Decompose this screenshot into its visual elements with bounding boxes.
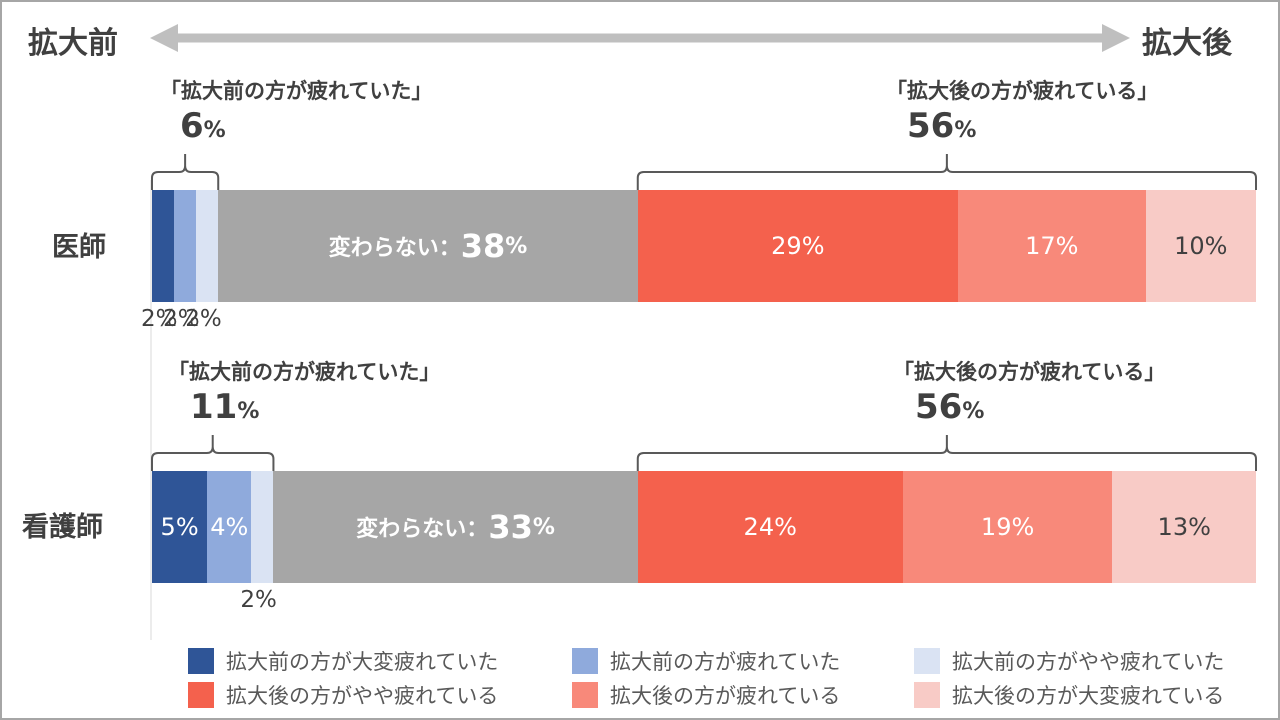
row0-after-total-unit: % <box>954 118 977 143</box>
legend-label: 拡大前の方が疲れていた <box>610 650 841 674</box>
row0-after-total-value: 56 <box>907 106 955 146</box>
row1-before-title: 「拡大前の方が疲れていた」 <box>168 360 441 384</box>
bar-row0-seg0 <box>152 190 175 302</box>
legend-label: 拡大前の方が大変疲れていた <box>226 650 499 674</box>
bar-row0-seg5: 17% <box>957 190 1146 302</box>
row-label-doctor: 医師 <box>52 232 106 263</box>
bar-row1-seg6: 13% <box>1112 471 1256 583</box>
legend-swatch <box>914 648 940 674</box>
no-change-unit: % <box>505 233 528 259</box>
no-change-unit: % <box>532 514 555 540</box>
legend-swatch <box>188 648 214 674</box>
row1-before-total: 11% <box>190 387 259 427</box>
no-change-value: 33 <box>488 508 533 546</box>
bar-row0-seg1 <box>174 190 197 302</box>
legend-item: 拡大後の方が疲れている <box>572 680 840 710</box>
row1-before-total-unit: % <box>237 399 260 424</box>
legend-swatch <box>572 648 598 674</box>
bar-row0-seg2 <box>196 190 219 302</box>
legend-item: 拡大後の方がやや疲れている <box>188 680 498 710</box>
row1-before-bracket <box>151 435 275 471</box>
before-axis-label: 拡大前 <box>28 26 118 61</box>
row1-after-total-value: 56 <box>915 387 963 427</box>
legend-label: 拡大後の方がやや疲れている <box>226 684 499 708</box>
bar-value-label: 19% <box>980 513 1035 541</box>
row1-after-bracket <box>636 435 1257 471</box>
legend-swatch <box>572 682 598 708</box>
no-change-label: 変わらない： <box>356 517 489 542</box>
row0-before-total-unit: % <box>203 118 226 143</box>
row0-before-total-value: 6 <box>180 106 204 146</box>
row1-before-total-value: 11 <box>190 387 238 427</box>
bar-row1-seg3: 変わらない： 33% <box>273 471 638 583</box>
bar-row1-seg4: 24% <box>637 471 903 583</box>
legend-item: 拡大前の方が大変疲れていた <box>188 646 498 676</box>
row-label-nurse: 看護師 <box>22 512 103 543</box>
row0-before-total: 6% <box>180 106 226 146</box>
bar-row1-seg2 <box>251 471 274 583</box>
after-axis-label: 拡大後 <box>1142 26 1232 61</box>
legend-swatch <box>188 682 214 708</box>
bar-row1-seg1: 4% <box>207 471 252 583</box>
row0-after-total: 56% <box>907 106 976 146</box>
bar-row0-seg4: 29% <box>637 190 958 302</box>
legend-label: 拡大後の方が大変疲れている <box>952 684 1225 708</box>
bar-value-label: 13% <box>1157 513 1211 541</box>
bar-value-label-outside: 2% <box>141 306 178 332</box>
bar-value-label-outside: 2% <box>163 306 200 332</box>
legend-swatch <box>914 682 940 708</box>
bar-row0-seg6: 10% <box>1145 190 1256 302</box>
row0-before-title: 「拡大前の方が疲れていた」 <box>160 79 433 103</box>
bar-value-label: 4% <box>210 513 249 541</box>
no-change-value: 38 <box>460 227 506 265</box>
row0-after-title: 「拡大後の方が疲れている」 <box>886 79 1159 103</box>
legend-item: 拡大前の方が疲れていた <box>572 646 840 676</box>
row0-after-bracket <box>636 154 1257 190</box>
row1-after-title: 「拡大後の方が疲れている」 <box>893 360 1166 384</box>
bar-value-label: 24% <box>743 513 797 541</box>
bar-value-label: 10% <box>1174 232 1228 260</box>
bar-value-label-outside: 2% <box>185 306 222 332</box>
direction-arrow-left-head <box>150 24 178 52</box>
bar-value-label: 5% <box>160 513 199 541</box>
row1-after-total: 56% <box>915 387 984 427</box>
legend-item: 拡大前の方がやや疲れていた <box>914 646 1224 676</box>
row1-after-total-unit: % <box>962 399 985 424</box>
bar-row1-seg5: 19% <box>902 471 1113 583</box>
legend-label: 拡大前の方がやや疲れていた <box>952 650 1225 674</box>
row0-before-bracket <box>151 154 220 190</box>
bar-value-label-outside: 2% <box>240 587 277 613</box>
legend-label: 拡大後の方が疲れている <box>610 684 841 708</box>
direction-arrow-right-head <box>1102 24 1130 52</box>
bar-row0-seg3: 変わらない： 38% <box>218 190 638 302</box>
no-change-label: 変わらない： <box>328 236 461 261</box>
bar-value-label: 17% <box>1025 232 1079 260</box>
bar-value-label: 29% <box>771 232 825 260</box>
bar-row1-seg0: 5% <box>152 471 208 583</box>
legend-item: 拡大後の方が大変疲れている <box>914 680 1224 710</box>
